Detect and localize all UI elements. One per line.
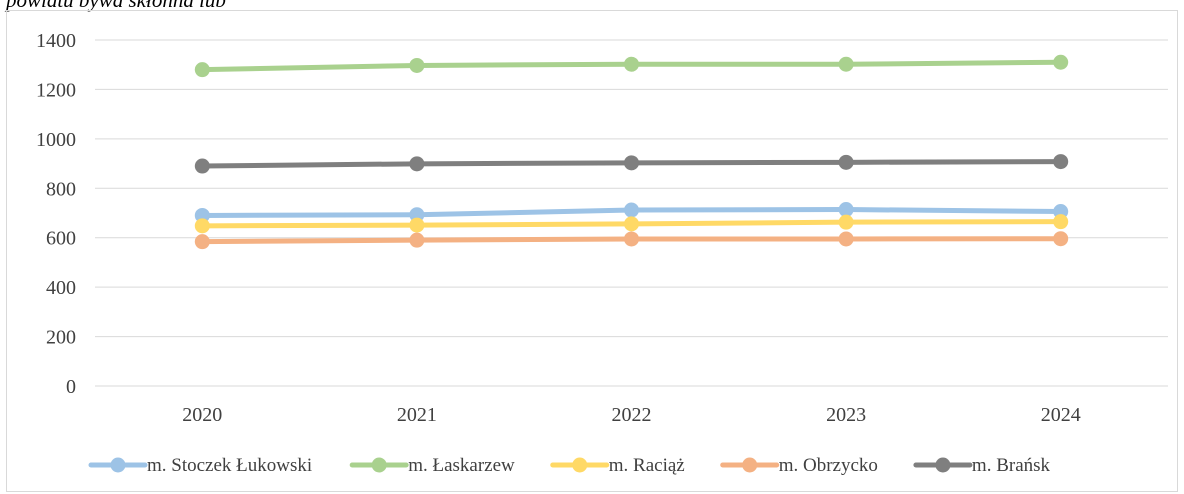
legend-marker-point — [935, 457, 951, 473]
chart-area — [6, 10, 1178, 492]
y-tick-label: 0 — [66, 376, 76, 398]
data-point — [838, 56, 854, 72]
y-axis-ticks: 0 200 400 600 800 1000 1200 1400 — [36, 30, 76, 398]
legend-marker-point — [371, 457, 387, 473]
data-point — [624, 155, 639, 171]
data-point — [409, 156, 425, 172]
data-point — [409, 232, 425, 248]
data-point — [194, 218, 210, 234]
y-tick-label: 600 — [46, 228, 76, 250]
data-point — [409, 217, 425, 233]
data-point — [194, 234, 210, 250]
x-tick-label: 2023 — [826, 404, 866, 426]
data-point — [624, 216, 639, 232]
legend-label: m. Obrzycko — [779, 455, 878, 476]
data-point — [1053, 154, 1069, 170]
data-point — [1053, 54, 1069, 70]
y-tick-label: 1000 — [36, 129, 76, 151]
legend-marker-point — [572, 457, 588, 473]
data-point — [838, 214, 854, 230]
data-point — [1053, 214, 1069, 230]
data-point — [409, 57, 425, 73]
legend-label: m. Stoczek Łukowski — [147, 455, 312, 476]
data-point — [838, 202, 854, 218]
y-tick-label: 400 — [46, 277, 76, 299]
data-point — [194, 158, 210, 174]
legend-marker-point — [110, 457, 126, 473]
data-point — [624, 202, 639, 218]
x-tick-label: 2021 — [397, 404, 437, 426]
data-point — [838, 154, 854, 170]
data-point — [1053, 231, 1069, 247]
data-point — [838, 231, 854, 247]
data-point — [409, 207, 425, 223]
x-tick-label: 2020 — [182, 404, 222, 426]
legend-label: m. Raciąż — [609, 455, 685, 476]
x-tick-label: 2022 — [612, 404, 652, 426]
legend-marker-point — [742, 457, 758, 473]
data-point — [194, 62, 210, 78]
y-tick-label: 1200 — [36, 79, 76, 101]
x-axis-ticks: 2020 2021 2022 2023 2024 — [182, 404, 1080, 426]
y-tick-label: 800 — [46, 178, 76, 200]
caption-text: powiatu bywa skłonna lub — [6, 0, 226, 12]
y-tick-label: 1400 — [36, 30, 76, 52]
data-point — [624, 56, 639, 72]
data-point — [194, 207, 210, 223]
legend-label: m. Brańsk — [972, 455, 1051, 476]
legend-label: m. Łaskarzew — [408, 455, 515, 476]
legend: m. Stoczek Łukowski m. Łaskarzew m. Raciąż… — [88, 455, 1051, 476]
series-group — [194, 54, 1069, 250]
y-tick-label: 200 — [46, 327, 76, 349]
x-tick-label: 2024 — [1041, 404, 1081, 426]
gridlines — [95, 39, 1168, 387]
data-point — [624, 231, 639, 247]
